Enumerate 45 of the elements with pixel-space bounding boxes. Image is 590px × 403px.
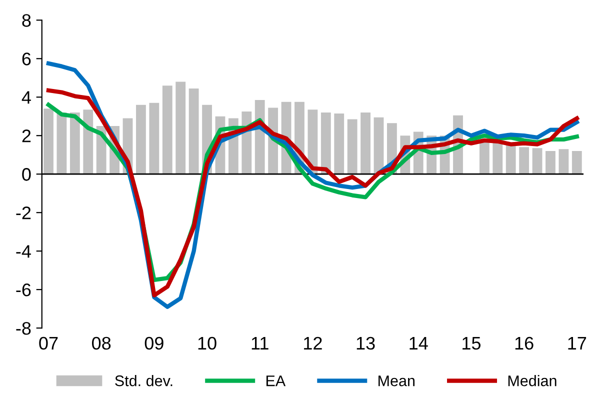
bar xyxy=(532,148,542,174)
bar xyxy=(519,147,530,174)
y-tick-label: -8 xyxy=(16,322,31,335)
x-tick-label: 13 xyxy=(356,336,375,350)
bar xyxy=(572,151,582,174)
bar xyxy=(44,108,54,174)
bar xyxy=(176,82,186,174)
x-tick-label: 11 xyxy=(252,337,268,350)
bar xyxy=(149,102,160,174)
x-tick-label: 16 xyxy=(515,336,534,350)
bar xyxy=(360,112,370,174)
bar xyxy=(506,145,516,174)
x-tick-label: 10 xyxy=(198,336,216,350)
y-tick-label: 0 xyxy=(22,168,31,181)
bar xyxy=(162,86,172,174)
bar xyxy=(546,151,556,174)
bar xyxy=(83,110,94,174)
bar xyxy=(492,141,503,174)
bar xyxy=(70,112,80,174)
x-tick-label: 12 xyxy=(304,336,322,350)
bar xyxy=(347,119,358,174)
bar xyxy=(320,112,331,174)
y-tick-label: -6 xyxy=(16,283,31,296)
bar xyxy=(334,113,344,174)
y-tick-label: -2 xyxy=(16,206,31,220)
legend-label: Median xyxy=(508,375,556,386)
y-tick-label: 4 xyxy=(22,91,31,104)
legend-label: Mean xyxy=(378,376,414,386)
x-tick-label: 09 xyxy=(144,336,164,350)
y-tick-label: 2 xyxy=(22,130,31,142)
x-tick-label: 15 xyxy=(462,337,481,350)
bar xyxy=(374,117,384,174)
x-tick-label: 07 xyxy=(39,336,58,350)
y-tick-label: 6 xyxy=(22,52,31,66)
legend-label: EA xyxy=(266,376,286,386)
bar xyxy=(558,149,569,174)
x-tick-label: 17 xyxy=(568,337,586,350)
bar xyxy=(188,88,199,174)
bar xyxy=(136,104,146,174)
x-tick-label: 14 xyxy=(410,337,428,350)
legend-label: Std. dev. xyxy=(115,375,172,386)
y-tick-label: 8 xyxy=(22,14,31,27)
bar xyxy=(56,112,67,174)
x-tick-label: 08 xyxy=(92,336,111,350)
y-tick-label: -4 xyxy=(16,245,31,258)
